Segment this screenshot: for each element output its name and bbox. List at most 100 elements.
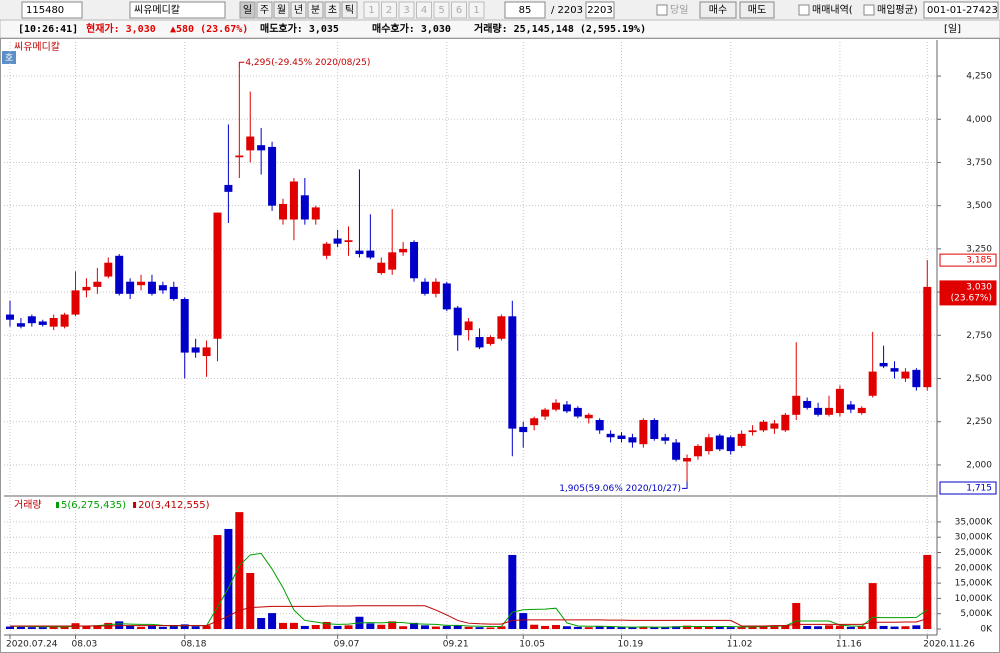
candle-body [16,323,25,327]
volume-bar [442,625,451,630]
x-tick-label: 08.18 [181,640,207,650]
number-button[interactable] [433,1,450,19]
x-tick-label: 10.19 [618,640,644,650]
candle-body [158,285,167,291]
y-tick-label: 35,000K [955,517,993,527]
candle-body [311,207,320,220]
candle-body [901,371,910,379]
period-button[interactable] [256,1,273,19]
number: 1 [473,5,479,16]
candle-body [781,414,790,431]
period-button[interactable] [273,1,290,19]
volume-bar [453,625,462,630]
candle-body [289,181,298,220]
candle-body [137,281,146,286]
volume-bar [60,626,69,630]
volume-bar [147,625,156,630]
volume-bar [137,626,146,630]
price-marker-label: 1,715 [966,484,992,494]
candle-body [573,407,582,417]
volume-bar [257,617,266,630]
period-button[interactable] [341,1,358,19]
number-button[interactable] [416,1,432,19]
moving-average-line [10,605,928,627]
volume-bar [879,625,888,630]
candle-body [770,423,779,429]
total-box[interactable] [585,1,615,19]
candle-body [923,286,932,388]
period-button[interactable] [307,1,324,19]
volume-bar [420,625,429,630]
candle-body [759,421,768,431]
sell-button[interactable] [739,1,775,19]
volume-bar [191,626,200,630]
badge-box[interactable] [2,51,16,64]
volume-bar [617,627,626,630]
volume-bar [628,627,637,630]
number-button[interactable] [451,1,467,19]
period: 주 [260,5,269,16]
count-box[interactable] [504,1,546,19]
candle-body [224,184,233,192]
candle-body [38,321,47,325]
candle-body [464,321,473,331]
buy-button[interactable] [699,1,737,19]
candle-body [344,240,353,242]
bid: 매수호가: 3,030 [372,22,451,35]
legend-label: 5(6,275,435) [61,500,126,511]
period-button[interactable] [239,1,256,19]
candle-body [825,407,833,415]
name-box[interactable] [129,1,226,19]
candle-body [486,337,495,344]
number-button[interactable] [468,1,485,19]
volume-bar [322,621,331,630]
candle-body [606,433,615,438]
x-tick-label: 11.16 [836,640,862,650]
volume-bar [464,626,473,630]
period: 월 [277,4,286,16]
y-tick-label: 2,500 [966,374,992,384]
candle-body [497,316,506,339]
candle-body [737,433,746,446]
period-button[interactable] [324,1,341,19]
candle-body [803,400,812,408]
number-button[interactable] [398,1,415,19]
legend-swatch [133,502,137,508]
stock-code: 115480 [26,5,64,16]
trade-history: 매매내역( [812,4,853,16]
period-button[interactable] [290,1,307,19]
candle-body [257,145,266,151]
volume-bar [213,535,222,630]
candle-body [508,316,517,429]
volume-bar [486,627,495,630]
volume-bar [388,621,397,630]
candle-body [857,407,866,414]
candle-body [180,299,189,353]
total: / 2203 [551,5,583,16]
code-box[interactable] [21,1,83,19]
candle-body [71,290,80,315]
checkbox[interactable] [863,4,875,16]
count: 85 [519,5,532,16]
checkbox[interactable] [656,4,668,16]
number: 6 [456,5,462,16]
annotation: 1,905(59.06% 2020/10/27) [559,484,681,494]
number: 4 [421,5,427,16]
volume-bar [825,625,833,630]
volume-bar [268,613,277,630]
y-tick-label: 3,250 [966,244,992,254]
avg-price: 매입평균) [877,3,918,16]
volume-title: 거래량 [14,499,42,511]
number-button[interactable] [363,1,380,19]
candle-body [246,136,255,151]
account: 001-01-27423 [927,5,998,16]
ask: 매도호가: 3,035 [260,22,339,35]
volume-bar [770,625,779,630]
y-tick-label: 3,750 [966,158,992,168]
number-button[interactable] [381,1,397,19]
candle-body [541,409,550,417]
stock-name: 씨유메디칼 [134,3,180,16]
volume-bar [704,626,713,630]
account-box[interactable] [923,1,999,19]
checkbox[interactable] [798,4,810,16]
